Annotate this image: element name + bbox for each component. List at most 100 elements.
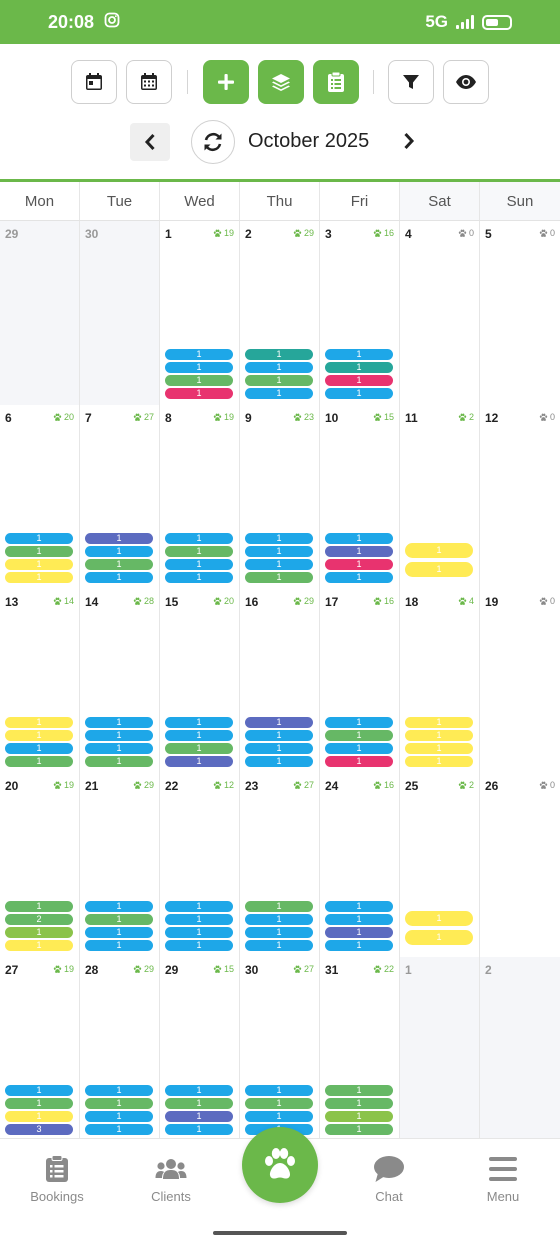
day-view-button[interactable] <box>71 60 117 104</box>
booking-bar[interactable]: 1 <box>165 362 233 373</box>
booking-bar[interactable]: 2 <box>5 914 73 925</box>
booking-bar[interactable]: 1 <box>5 546 73 557</box>
booking-bar[interactable]: 1 <box>5 756 73 767</box>
add-button[interactable] <box>203 60 249 104</box>
booking-bar[interactable]: 1 <box>325 559 393 570</box>
booking-bar[interactable]: 1 <box>165 730 233 741</box>
calendar-day-outside-month[interactable]: 1 <box>400 957 480 1141</box>
calendar-day[interactable]: 3 16 1 1 1 1 <box>320 221 400 405</box>
booking-bar[interactable]: 1 <box>405 730 473 741</box>
booking-bar[interactable]: 1 <box>325 1098 393 1109</box>
booking-bar[interactable]: 1 <box>165 1111 233 1122</box>
booking-bar[interactable]: 1 <box>85 901 153 912</box>
booking-bar[interactable]: 1 <box>85 533 153 544</box>
calendar-day[interactable]: 31 22 1 1 1 1 <box>320 957 400 1141</box>
booking-bar[interactable]: 1 <box>325 572 393 583</box>
booking-bar[interactable]: 1 <box>325 362 393 373</box>
calendar-day[interactable]: 21 29 1 1 1 1 <box>80 773 160 957</box>
booking-bar[interactable]: 1 <box>245 927 313 938</box>
booking-bar[interactable]: 1 <box>245 717 313 728</box>
booking-bar[interactable]: 1 <box>165 572 233 583</box>
calendar-day[interactable]: 15 20 1 1 1 1 <box>160 589 240 773</box>
booking-bar[interactable]: 1 <box>405 562 473 577</box>
nav-clients[interactable]: Clients <box>121 1154 221 1204</box>
booking-bar[interactable]: 1 <box>85 1124 153 1135</box>
calendar-day[interactable]: 27 19 1 1 1 3 <box>0 957 80 1141</box>
booking-bar[interactable]: 1 <box>165 388 233 399</box>
booking-bar[interactable]: 1 <box>325 717 393 728</box>
booking-bar[interactable]: 1 <box>165 940 233 951</box>
booking-bar[interactable]: 1 <box>5 940 73 951</box>
booking-bar[interactable]: 1 <box>165 743 233 754</box>
calendar-day[interactable]: 23 27 1 1 1 1 <box>240 773 320 957</box>
nav-menu[interactable]: Menu <box>453 1154 553 1204</box>
booking-bar[interactable]: 1 <box>5 743 73 754</box>
booking-bar[interactable]: 1 <box>405 743 473 754</box>
booking-bar[interactable]: 1 <box>85 914 153 925</box>
booking-bar[interactable]: 1 <box>85 572 153 583</box>
booking-bar[interactable]: 1 <box>165 914 233 925</box>
booking-bar[interactable]: 1 <box>165 559 233 570</box>
booking-bar[interactable]: 3 <box>5 1124 73 1135</box>
calendar-day[interactable]: 29 15 1 1 1 1 <box>160 957 240 1141</box>
booking-bar[interactable]: 1 <box>245 901 313 912</box>
previous-month-button[interactable] <box>130 123 170 161</box>
nav-bookings[interactable]: Bookings <box>7 1154 107 1204</box>
next-month-button[interactable] <box>396 126 422 156</box>
calendar-day[interactable]: 26 0 <box>480 773 560 957</box>
booking-bar[interactable]: 1 <box>165 1085 233 1096</box>
booking-bar[interactable]: 1 <box>5 901 73 912</box>
filter-button[interactable] <box>388 60 434 104</box>
booking-bar[interactable]: 1 <box>245 559 313 570</box>
month-view-button[interactable] <box>126 60 172 104</box>
booking-bar[interactable]: 1 <box>85 559 153 570</box>
booking-bar[interactable]: 1 <box>325 375 393 386</box>
calendar-day[interactable]: 20 19 1 2 1 1 <box>0 773 80 957</box>
booking-bar[interactable]: 1 <box>325 730 393 741</box>
booking-bar[interactable]: 1 <box>325 901 393 912</box>
calendar-day[interactable]: 19 0 <box>480 589 560 773</box>
visibility-button[interactable] <box>443 60 489 104</box>
booking-bar[interactable]: 1 <box>85 927 153 938</box>
booking-bar[interactable]: 1 <box>165 901 233 912</box>
calendar-day[interactable]: 10 15 1 1 1 1 <box>320 405 400 589</box>
booking-bar[interactable]: 1 <box>325 533 393 544</box>
booking-bar[interactable]: 1 <box>245 375 313 386</box>
booking-bar[interactable]: 1 <box>85 546 153 557</box>
booking-bar[interactable]: 1 <box>325 1111 393 1122</box>
clipboard-button[interactable] <box>313 60 359 104</box>
calendar-day[interactable]: 22 12 1 1 1 1 <box>160 773 240 957</box>
booking-bar[interactable]: 1 <box>405 756 473 767</box>
booking-bar[interactable]: 1 <box>5 1085 73 1096</box>
booking-bar[interactable]: 1 <box>405 930 473 945</box>
booking-bar[interactable]: 1 <box>165 546 233 557</box>
calendar-day-outside-month[interactable]: 2 <box>480 957 560 1141</box>
calendar-day[interactable]: 24 16 1 1 1 1 <box>320 773 400 957</box>
booking-bar[interactable]: 1 <box>405 543 473 558</box>
booking-bar[interactable]: 1 <box>165 717 233 728</box>
nav-chat[interactable]: Chat <box>339 1154 439 1204</box>
booking-bar[interactable]: 1 <box>245 533 313 544</box>
booking-bar[interactable]: 1 <box>5 730 73 741</box>
booking-bar[interactable]: 1 <box>325 1085 393 1096</box>
paw-action-button[interactable] <box>242 1127 318 1203</box>
booking-bar[interactable]: 1 <box>245 914 313 925</box>
calendar-day[interactable]: 30271111 <box>240 957 320 1141</box>
booking-bar[interactable]: 1 <box>325 349 393 360</box>
booking-bar[interactable]: 1 <box>165 927 233 938</box>
booking-bar[interactable]: 1 <box>245 730 313 741</box>
booking-bar[interactable]: 1 <box>325 388 393 399</box>
calendar-day[interactable]: 25 2 1 1 <box>400 773 480 957</box>
booking-bar[interactable]: 1 <box>85 743 153 754</box>
booking-bar[interactable]: 1 <box>85 730 153 741</box>
booking-bar[interactable]: 1 <box>5 1111 73 1122</box>
booking-bar[interactable]: 1 <box>245 756 313 767</box>
booking-bar[interactable]: 1 <box>325 914 393 925</box>
booking-bar[interactable]: 1 <box>85 1098 153 1109</box>
booking-bar[interactable]: 1 <box>245 1085 313 1096</box>
booking-bar[interactable]: 1 <box>5 533 73 544</box>
calendar-day[interactable]: 18 4 1 1 1 1 <box>400 589 480 773</box>
booking-bar[interactable]: 1 <box>5 1098 73 1109</box>
